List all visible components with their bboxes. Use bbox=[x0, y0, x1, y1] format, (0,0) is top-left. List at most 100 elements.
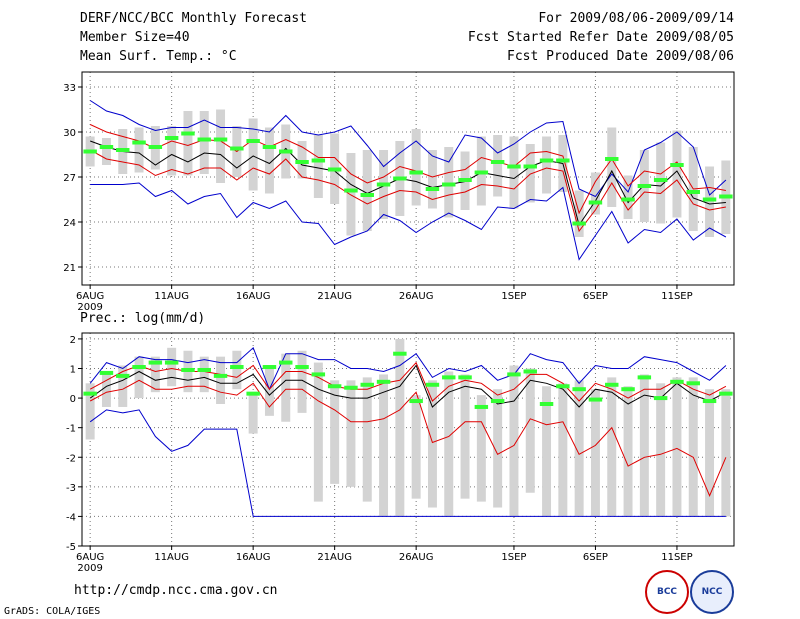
precip-plot-frame bbox=[81, 332, 735, 547]
bcc-logo: BCC bbox=[645, 570, 689, 614]
precip-year-label: 2009 bbox=[77, 563, 102, 574]
precip-box bbox=[705, 389, 715, 517]
precip-mean-line bbox=[89, 364, 727, 408]
temp-ytick-label: 27 bbox=[63, 173, 76, 184]
precip-xtick-label: 6SEP bbox=[583, 552, 608, 563]
temp-max-line bbox=[89, 100, 727, 198]
precip-panel-title: Prec.: log(mm/d) bbox=[80, 311, 206, 326]
precip-box bbox=[281, 353, 291, 422]
precip-box bbox=[688, 377, 698, 517]
precip-box bbox=[85, 383, 95, 440]
temp-xtick-label: 6AUG bbox=[76, 291, 104, 302]
temp-box bbox=[656, 142, 666, 224]
temp-xtick-label: 21AUG bbox=[317, 291, 352, 302]
fcst-started-date: Fcst Started Refer Date 2009/08/05 bbox=[467, 30, 734, 45]
temp-box bbox=[542, 136, 552, 194]
precip-xtick-label: 26AUG bbox=[399, 552, 434, 563]
temp-xtick-label: 6SEP bbox=[583, 291, 608, 302]
temp-box bbox=[297, 141, 307, 179]
temp-plot-frame bbox=[81, 71, 735, 286]
temp-box bbox=[623, 175, 633, 219]
precip-xtick-label: 21AUG bbox=[317, 552, 352, 563]
precip-box bbox=[330, 380, 340, 484]
temp-box bbox=[672, 130, 682, 218]
temp-xtick-label: 16AUG bbox=[236, 291, 271, 302]
precip-ytick-label: 0 bbox=[70, 394, 76, 405]
precip-box bbox=[411, 395, 421, 499]
precip-lower-line bbox=[89, 379, 727, 497]
precip-xtick-label: 6AUG bbox=[76, 552, 104, 563]
precip-box bbox=[346, 380, 356, 487]
temp-mean-line bbox=[90, 140, 726, 227]
temp-box bbox=[183, 111, 193, 176]
temp-box bbox=[216, 109, 226, 183]
precip-ytick-label: -4 bbox=[66, 512, 76, 523]
temp-box bbox=[590, 172, 600, 215]
chart-title: DERF/NCC/BCC Monthly Forecast bbox=[80, 11, 307, 26]
temp-box bbox=[525, 144, 535, 203]
grads-credit: GrADS: COLA/IGES bbox=[4, 606, 101, 617]
temp-box bbox=[134, 127, 144, 173]
temp-xtick-label: 26AUG bbox=[399, 291, 434, 302]
precip-ytick-label: 2 bbox=[70, 335, 76, 346]
variable-label: Mean Surf. Temp.: °C bbox=[80, 49, 237, 64]
precip-box bbox=[509, 365, 519, 517]
precip-box bbox=[574, 380, 584, 517]
precip-ytick-label: -5 bbox=[66, 542, 76, 553]
temp-box bbox=[509, 136, 519, 209]
precip-box bbox=[118, 365, 128, 407]
temp-year-label: 2009 bbox=[77, 302, 102, 313]
precip-box bbox=[460, 374, 470, 499]
member-size: Member Size=40 bbox=[80, 30, 190, 45]
precip-box bbox=[264, 368, 274, 416]
precip-box bbox=[232, 350, 242, 390]
precip-box bbox=[623, 386, 633, 517]
temp-upper-line bbox=[89, 124, 726, 215]
precip-box bbox=[101, 371, 111, 407]
precip-xtick-label: 11SEP bbox=[661, 552, 692, 563]
temp-box bbox=[362, 150, 372, 231]
precip-ytick-label: -3 bbox=[66, 483, 76, 494]
precip-box bbox=[525, 368, 535, 493]
source-url[interactable]: http://cmdp.ncc.cma.gov.cn bbox=[74, 583, 278, 598]
precip-box bbox=[607, 377, 617, 517]
precip-ytick-label: -1 bbox=[66, 424, 76, 435]
temp-box bbox=[444, 147, 454, 218]
precip-box bbox=[362, 377, 372, 502]
temp-box bbox=[101, 138, 111, 165]
temp-ytick-label: 30 bbox=[63, 128, 76, 139]
temp-box bbox=[493, 135, 503, 197]
temp-box bbox=[607, 127, 617, 207]
precip-box bbox=[444, 371, 454, 517]
precip-ytick-label: -2 bbox=[66, 453, 76, 464]
temp-min-line bbox=[90, 182, 727, 261]
temp-box bbox=[705, 166, 715, 237]
precip-box bbox=[542, 386, 552, 517]
precip-box bbox=[313, 362, 323, 502]
precip-box bbox=[297, 350, 307, 413]
precip-box bbox=[150, 356, 160, 393]
temp-box bbox=[346, 153, 356, 236]
precip-box bbox=[134, 356, 144, 399]
precip-ytick-label: 1 bbox=[70, 365, 76, 376]
precip-upper-line bbox=[89, 361, 727, 402]
precip-box bbox=[656, 383, 666, 517]
temp-lower-line bbox=[89, 149, 726, 233]
temp-xtick-label: 11AUG bbox=[154, 291, 189, 302]
temp-box bbox=[264, 127, 274, 194]
temp-box bbox=[167, 126, 177, 176]
precip-box bbox=[248, 392, 258, 434]
precip-box bbox=[199, 356, 209, 393]
precip-box bbox=[167, 347, 177, 387]
precip-min-line bbox=[89, 409, 726, 517]
precip-box bbox=[590, 389, 600, 517]
precip-max-line bbox=[89, 346, 727, 391]
precip-box bbox=[427, 380, 437, 508]
temp-box bbox=[427, 150, 437, 209]
temp-ytick-label: 24 bbox=[63, 218, 76, 229]
bcc-logo-label: BCC bbox=[656, 587, 678, 597]
precip-box bbox=[379, 374, 389, 517]
ncc-logo-label: NCC bbox=[701, 587, 723, 597]
precip-xtick-label: 16AUG bbox=[236, 552, 271, 563]
